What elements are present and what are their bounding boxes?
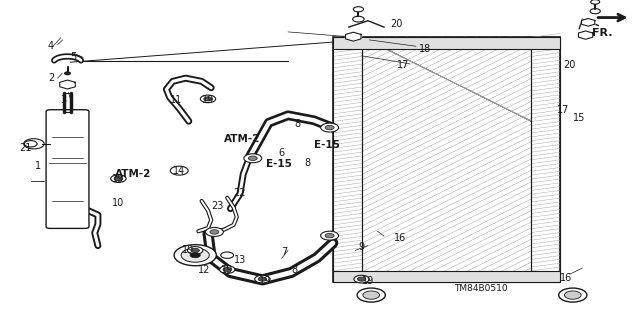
- Text: 19: 19: [221, 264, 233, 275]
- Polygon shape: [60, 80, 76, 89]
- Text: 16: 16: [394, 233, 406, 243]
- Text: FR.: FR.: [592, 28, 612, 39]
- Circle shape: [111, 175, 126, 182]
- Circle shape: [353, 16, 364, 22]
- Text: 12: 12: [198, 264, 211, 275]
- Bar: [333, 271, 560, 282]
- Text: 9: 9: [358, 242, 365, 252]
- Text: 8: 8: [304, 158, 310, 168]
- Circle shape: [223, 267, 232, 272]
- Text: 20: 20: [563, 60, 575, 70]
- Text: 17: 17: [397, 60, 409, 70]
- Circle shape: [258, 277, 267, 281]
- Circle shape: [357, 288, 385, 302]
- Text: E-15: E-15: [266, 159, 291, 169]
- Text: 8: 8: [291, 264, 298, 275]
- Bar: [362, 37, 531, 282]
- Text: 8: 8: [294, 119, 301, 130]
- Text: 19: 19: [362, 276, 374, 286]
- Circle shape: [591, 0, 600, 4]
- Text: TM84B0510: TM84B0510: [454, 284, 508, 293]
- Circle shape: [170, 166, 188, 175]
- Bar: [333, 37, 362, 282]
- Circle shape: [221, 252, 234, 258]
- Circle shape: [190, 253, 200, 258]
- Circle shape: [200, 95, 216, 103]
- Circle shape: [24, 139, 44, 149]
- Text: 20: 20: [390, 19, 403, 29]
- Circle shape: [24, 141, 37, 147]
- Text: 15: 15: [573, 113, 585, 123]
- Bar: [362, 37, 531, 282]
- Circle shape: [564, 291, 581, 299]
- Circle shape: [191, 248, 200, 253]
- Text: 19: 19: [259, 276, 271, 286]
- Circle shape: [188, 247, 203, 254]
- FancyBboxPatch shape: [46, 110, 89, 228]
- Circle shape: [325, 125, 334, 130]
- Text: 11: 11: [170, 95, 182, 106]
- Text: 22: 22: [234, 188, 246, 198]
- Circle shape: [244, 154, 262, 163]
- Text: 23: 23: [211, 201, 223, 211]
- Circle shape: [114, 176, 123, 181]
- Circle shape: [64, 72, 70, 75]
- Text: 19: 19: [182, 245, 195, 256]
- Circle shape: [353, 7, 364, 12]
- Text: ATM-2: ATM-2: [224, 134, 260, 144]
- Text: 7: 7: [282, 247, 288, 257]
- Text: 19: 19: [112, 174, 124, 184]
- Text: 16: 16: [560, 272, 572, 283]
- Text: 3: 3: [61, 95, 67, 106]
- Circle shape: [255, 275, 270, 283]
- Text: 4: 4: [48, 41, 54, 51]
- Circle shape: [590, 9, 600, 14]
- Text: 19: 19: [202, 95, 214, 106]
- Bar: [531, 37, 560, 282]
- Text: 1: 1: [35, 161, 42, 171]
- Text: 10: 10: [112, 197, 124, 208]
- Circle shape: [248, 156, 257, 160]
- Circle shape: [321, 123, 339, 132]
- Text: E-15: E-15: [314, 140, 339, 150]
- Bar: [362, 37, 531, 282]
- Circle shape: [325, 234, 334, 238]
- Circle shape: [220, 266, 235, 273]
- Circle shape: [357, 277, 366, 281]
- Text: 17: 17: [557, 105, 569, 115]
- Text: ATM-2: ATM-2: [115, 169, 152, 179]
- Text: 2: 2: [48, 73, 54, 83]
- Text: 18: 18: [419, 44, 431, 55]
- Circle shape: [363, 291, 380, 299]
- Text: 6: 6: [278, 148, 285, 158]
- Text: 14: 14: [173, 166, 185, 176]
- Text: 21: 21: [19, 143, 31, 153]
- Polygon shape: [346, 32, 361, 41]
- Bar: [333, 37, 560, 49]
- Polygon shape: [582, 19, 595, 26]
- Circle shape: [204, 97, 212, 101]
- Polygon shape: [579, 31, 593, 39]
- Circle shape: [174, 245, 216, 266]
- Circle shape: [181, 248, 209, 262]
- Text: 13: 13: [234, 255, 246, 265]
- Circle shape: [205, 227, 223, 236]
- Circle shape: [559, 288, 587, 302]
- Circle shape: [321, 231, 339, 240]
- Circle shape: [354, 275, 369, 283]
- Bar: [333, 37, 560, 282]
- Circle shape: [210, 230, 219, 234]
- Text: 5: 5: [70, 52, 77, 63]
